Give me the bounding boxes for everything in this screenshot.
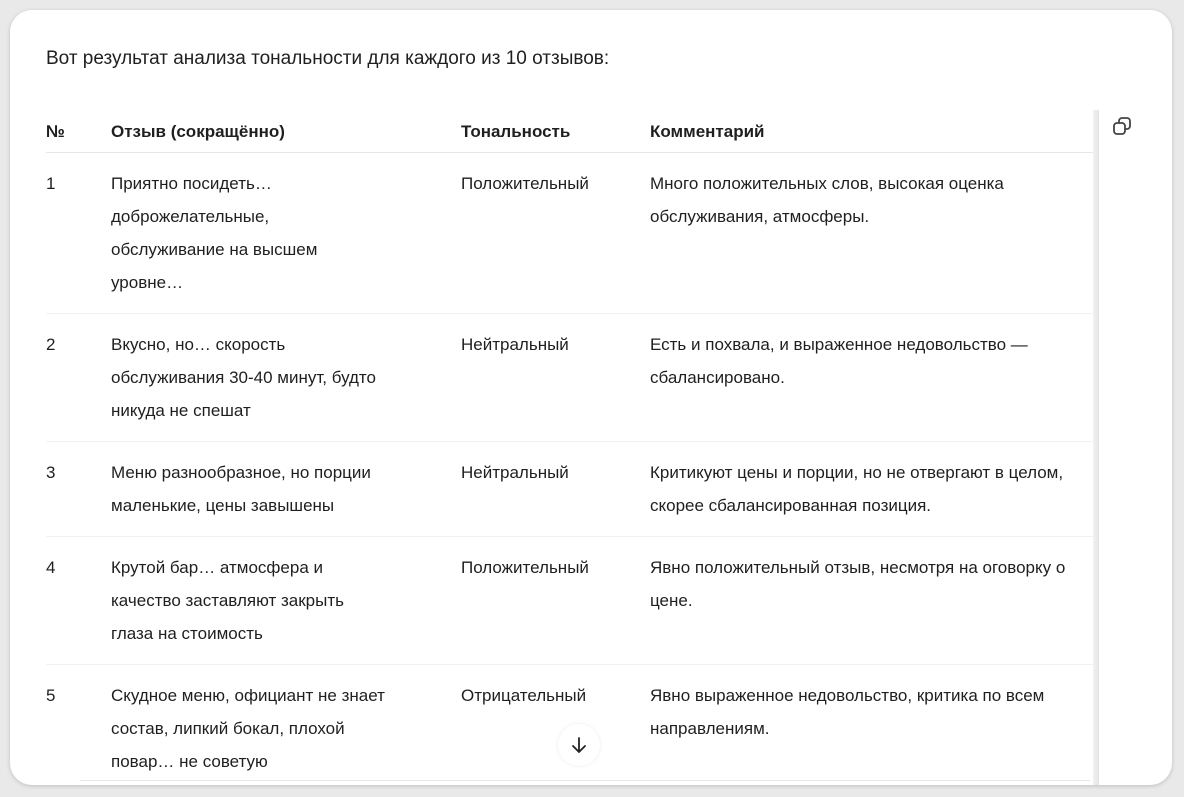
cell-tone: Положительный (461, 536, 650, 665)
cell-tone: Положительный (461, 152, 650, 314)
table-row: 2 Вкусно, но… скорость обслуживания 30-40… (46, 313, 1093, 442)
cell-number: 2 (46, 313, 111, 442)
table-row: 4 Крутой бар… атмосфера и качество застав… (46, 536, 1093, 665)
intro-text: Вот результат анализа тональности для ка… (46, 48, 610, 69)
cell-review: Вкусно, но… скорость обслуживания 30-40 … (111, 313, 461, 442)
cell-tone: Отрицательный (461, 664, 650, 785)
chat-message-card: Вот результат анализа тональности для ка… (10, 10, 1172, 785)
cell-comment: Есть и похвала, и выраженное недовольств… (650, 313, 1093, 442)
sentiment-table-container[interactable]: № Отзыв (сокращённо) Тональность Коммент… (46, 110, 1093, 785)
cell-comment: Явно выраженное недовольство, критика по… (650, 664, 1093, 785)
table-row: 1 Приятно посидеть… доброжелательные, обс… (46, 152, 1093, 314)
header-comment: Комментарий (650, 110, 1093, 153)
cell-number: 4 (46, 536, 111, 665)
cell-number: 5 (46, 664, 111, 785)
arrow-down-icon (572, 737, 586, 754)
table-row: 3 Меню разнообразное, но порции маленькие… (46, 441, 1093, 537)
cell-tone: Нейтральный (461, 313, 650, 442)
cell-tone: Нейтральный (461, 441, 650, 537)
sentiment-table: № Отзыв (сокращённо) Тональность Коммент… (46, 110, 1093, 785)
table-row: 5 Скудное меню, официант не знает состав,… (46, 664, 1093, 785)
table-header-row: № Отзыв (сокращённо) Тональность Коммент… (46, 110, 1093, 153)
header-tone: Тональность (461, 110, 650, 153)
cell-number: 3 (46, 441, 111, 537)
divider (80, 780, 1090, 781)
cell-number: 1 (46, 152, 111, 314)
cell-comment: Много положительных слов, высокая оценка… (650, 152, 1093, 314)
cell-comment: Критикуют цены и порции, но не отвергают… (650, 441, 1093, 537)
copy-icon[interactable] (1112, 116, 1134, 138)
header-number: № (46, 110, 111, 153)
table-scroll-edge (1093, 110, 1099, 785)
cell-review: Меню разнообразное, но порции маленькие,… (111, 441, 461, 537)
scroll-down-button[interactable] (558, 724, 600, 766)
cell-review: Крутой бар… атмосфера и качество заставл… (111, 536, 461, 665)
cell-review: Скудное меню, официант не знает состав, … (111, 664, 461, 785)
cell-comment: Явно положительный отзыв, несмотря на ог… (650, 536, 1093, 665)
header-review: Отзыв (сокращённо) (111, 110, 461, 153)
cell-review: Приятно посидеть… доброжелательные, обсл… (111, 152, 461, 314)
